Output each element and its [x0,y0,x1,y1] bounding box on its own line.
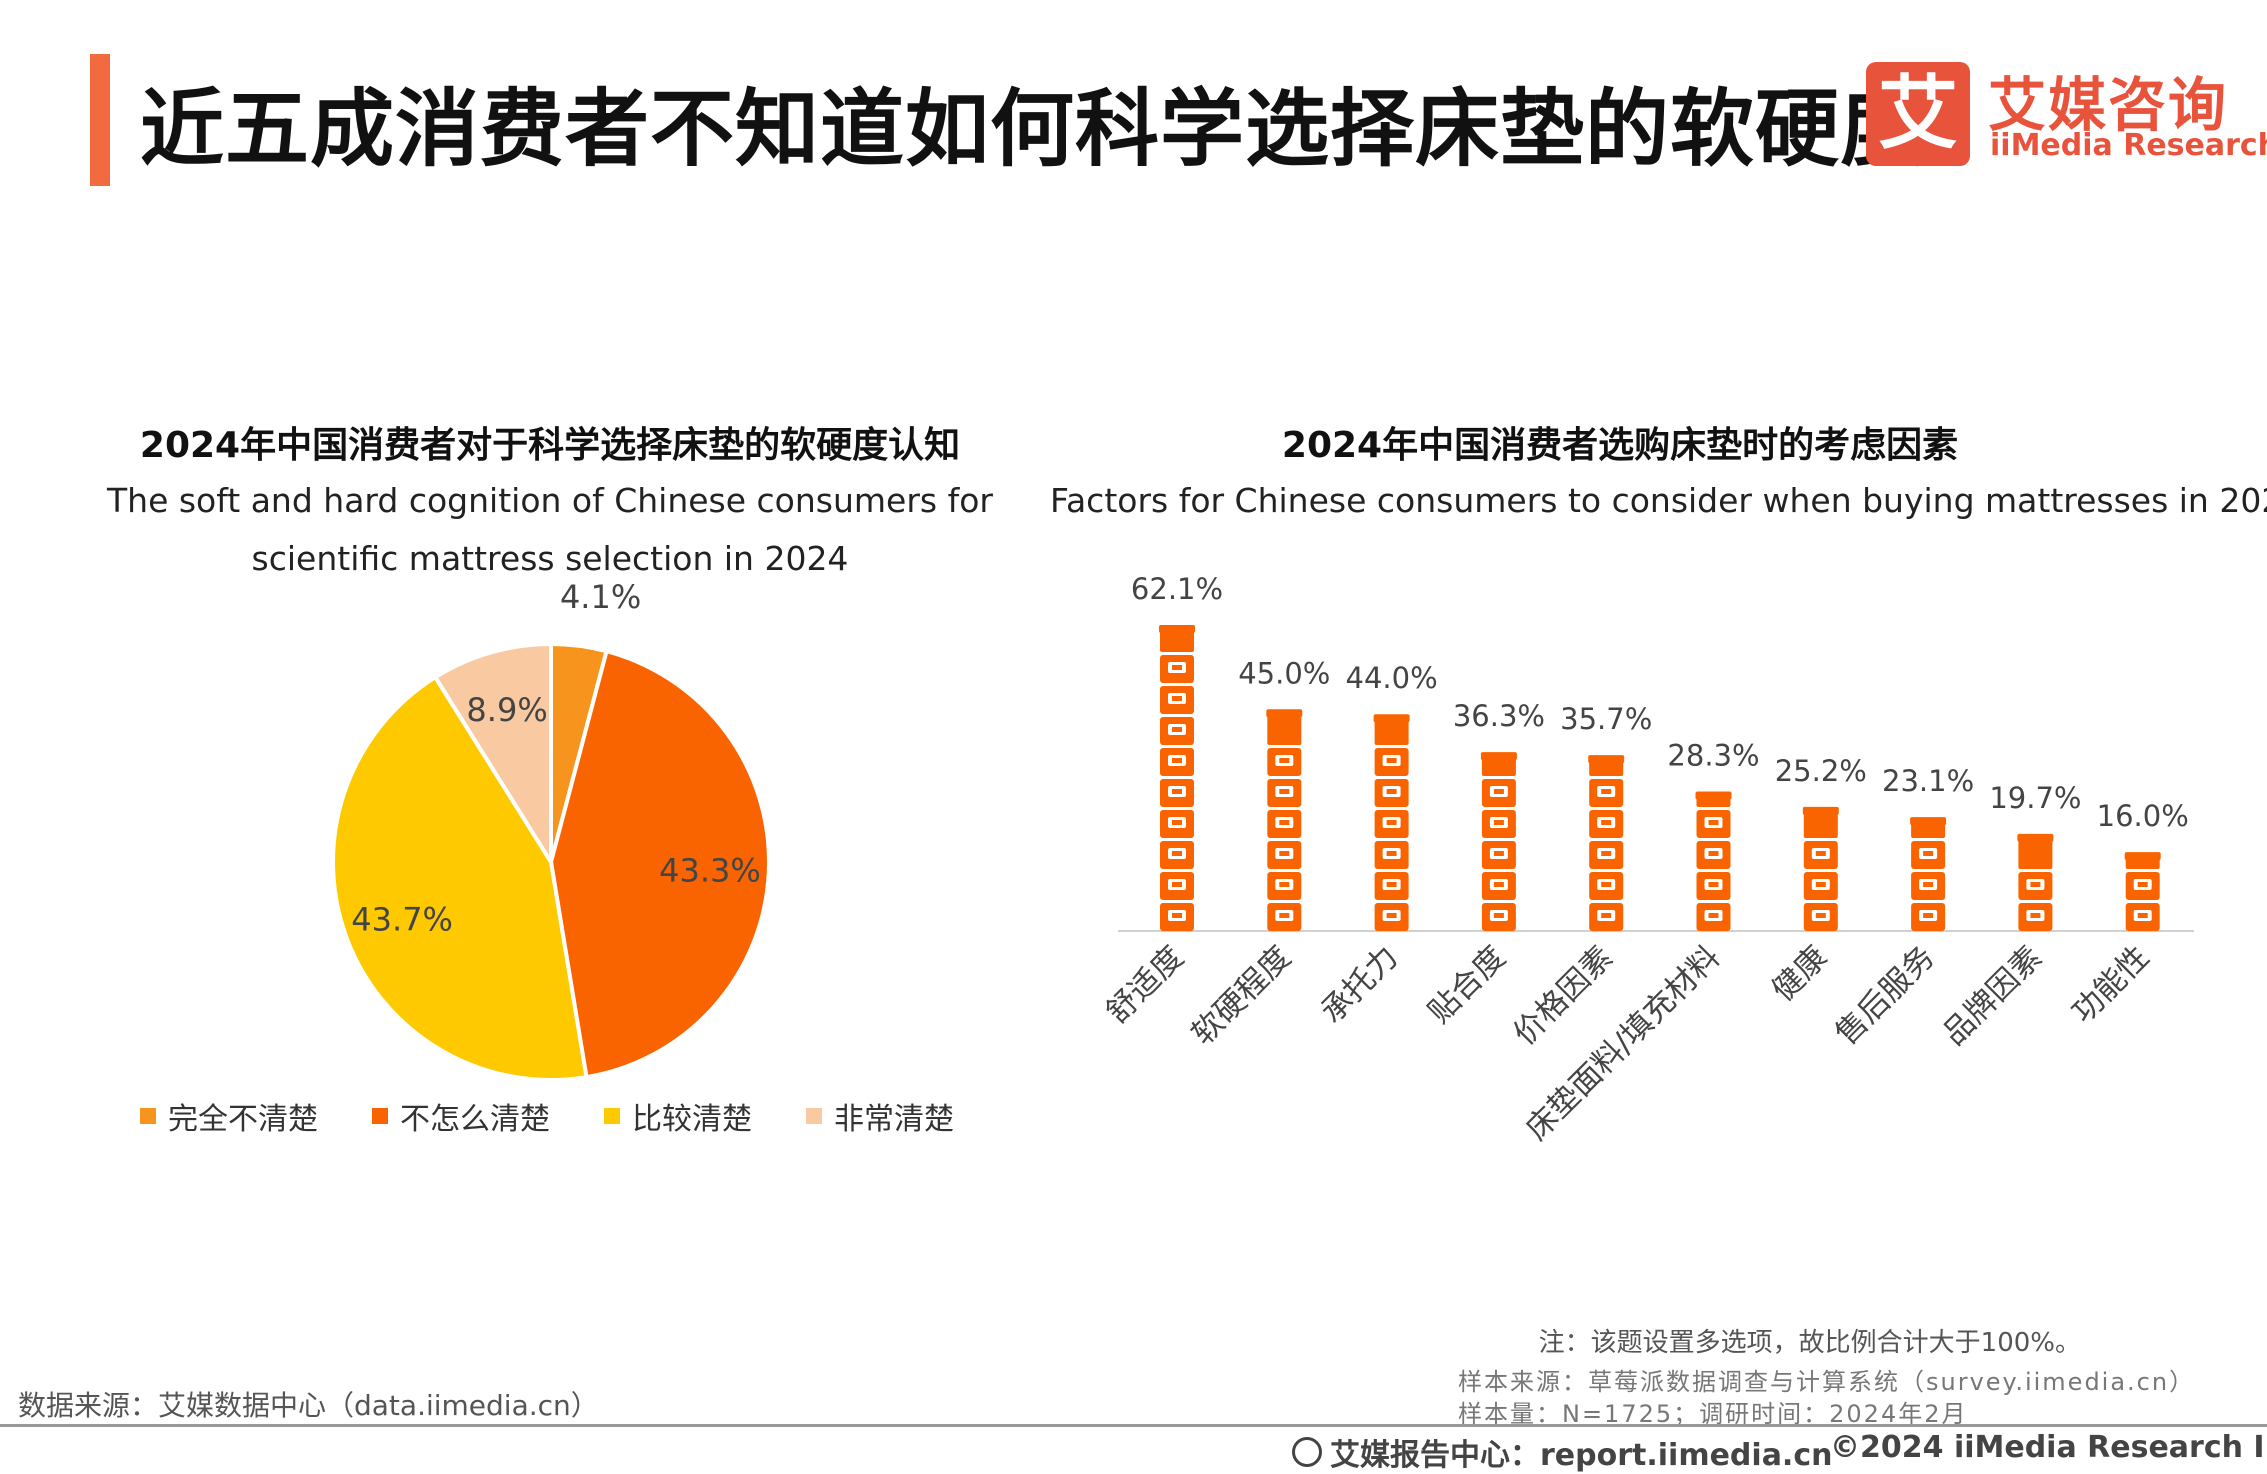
legend-item: 完全不清楚 [140,1094,318,1138]
bar-chart-subtitle: Factors for Chinese consumers to conside… [1050,481,2267,520]
multi-select-note: 注：该题设置多选项，故比例合计大于100%。 [1538,1328,2081,1358]
logo-text-cn: 艾媒咨询 [1988,71,2229,139]
bar-data-label: 28.3% [1667,739,1759,773]
x-tick-label: 贴合度 [1421,939,1512,1030]
bar-chart-title: 2024年中国消费者选购床垫时的考虑因素 [1281,425,1959,466]
bar-data-label: 23.1% [1882,764,1974,798]
logo-text-en: iiMedia Research [1990,128,2267,163]
bar [1373,714,1410,931]
bar [2124,852,2161,931]
x-tick-label: 售后服务 [1829,939,1942,1052]
title-accent-bar [90,54,110,186]
legend-swatch [806,1108,822,1124]
x-tick-label: 舒适度 [1099,939,1190,1030]
x-tick-label: 功能性 [2065,939,2156,1030]
legend-item: 非常清楚 [806,1094,954,1138]
pie-legend: 完全不清楚 不怎么清楚 比较清楚 非常清楚 [140,1094,954,1138]
report-center-text: 艾媒报告中心：report.iimedia.cn [1330,1438,1833,1473]
copyright: ©2024 iiMedia Research Inc [1830,1430,2267,1465]
legend-swatch [140,1108,156,1124]
data-source: 数据来源：艾媒数据中心（data.iimedia.cn） [18,1389,599,1422]
legend-swatch [604,1108,620,1124]
pie-slice [330,674,589,1083]
bar [1266,709,1303,931]
x-tick-label: 床垫面料/填充材料 [1519,939,1727,1147]
globe-icon [1292,1437,1322,1467]
x-tick-label: 软硬程度 [1185,939,1298,1052]
logo-mark-icon: 艾 [1866,62,1970,166]
x-tick-label: 品牌因素 [1936,939,2049,1052]
bar [1159,625,1195,931]
bar [1588,755,1625,931]
pie-slice [548,648,771,1080]
bar-data-label: 19.7% [1989,781,2081,815]
bar-data-label: 35.7% [1560,702,1652,736]
pie-chart-subtitle: The soft and hard cognition of Chinese c… [107,481,993,578]
bar [1695,791,1732,931]
legend-swatch [372,1108,388,1124]
legend-label: 比较清楚 [632,1102,752,1137]
pie-data-label: 43.7% [351,900,453,938]
bar-data-label: 25.2% [1775,754,1867,788]
iimedia-logo: 艾 艾媒咨询 iiMedia Research [1866,62,2267,172]
pie-data-label: 4.1% [560,578,641,616]
pie-data-label: 8.9% [466,691,547,729]
bar-data-label: 44.0% [1346,661,1438,695]
pie-chart-title: 2024年中国消费者对于科学选择床垫的软硬度认知 [139,425,961,466]
legend-item: 不怎么清楚 [372,1094,550,1138]
report-center: 艾媒报告中心：report.iimedia.cn [1292,1430,1832,1474]
x-tick-label: 价格因素 [1507,939,1620,1052]
bar [1910,817,1947,931]
bar-data-label: 16.0% [2097,799,2189,833]
legend-label: 完全不清楚 [168,1102,318,1137]
legend-label: 非常清楚 [834,1102,954,1137]
bar-data-label: 36.3% [1453,699,1545,733]
bar [1480,752,1517,931]
bar [2017,833,2054,931]
bar-data-label: 45.0% [1238,656,1330,690]
footer-divider [0,1424,2267,1427]
sample-source: 样本来源：草莓派数据调查与计算系统（survey.iimedia.cn） [1458,1368,2196,1396]
x-tick-label: 承托力 [1314,939,1405,1030]
x-tick-label: 健康 [1765,939,1834,1008]
pie-slice [432,641,553,869]
legend-label: 不怎么清楚 [400,1102,550,1137]
legend-item: 比较清楚 [604,1094,752,1138]
bar [1802,806,1839,931]
pie-data-label: 43.3% [659,851,761,889]
bar-data-label: 62.1% [1131,572,1223,606]
page-title: 近五成消费者不知道如何科学选择床垫的软硬度 [140,80,1926,178]
sample-size: 样本量：N=1725；调研时间：2024年2月 [1458,1400,1968,1428]
